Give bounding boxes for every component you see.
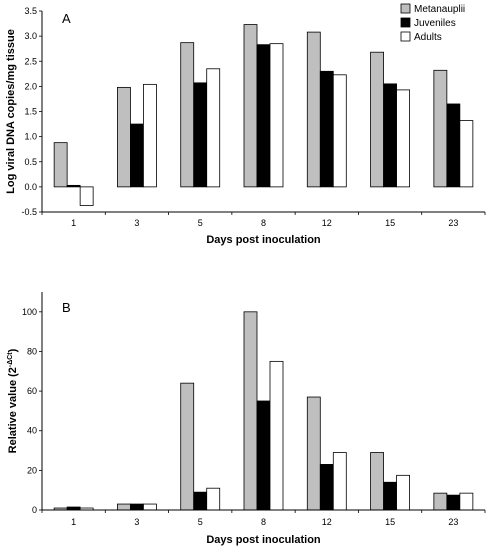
bar-juveniles-5 [193,491,208,511]
y-axis-label-main: Relative value (2 [7,367,19,453]
y-tick-label: 0.0 [24,182,37,192]
bar-adults-23 [459,120,474,188]
bar-metanauplii-8 [243,311,258,511]
bar-adults-12 [332,452,347,511]
bar-adults-8 [269,43,284,188]
legend-swatch-juveniles [400,17,411,28]
bar-adults-5 [206,68,221,188]
bar-metanauplii-12 [306,396,321,511]
bar-juveniles-3 [130,123,144,188]
bar-juveniles-12 [319,70,334,188]
y-tick-label: 1.5 [24,107,37,117]
bar-adults-5 [206,487,221,511]
x-axis-label: Days post inoculation [206,234,321,246]
bar-juveniles-15 [383,83,397,188]
legend-swatch-metanauplii [400,3,411,14]
y-tick-label: 2.0 [24,81,37,91]
legend-label-metanauplii: Metanauplii [414,4,465,15]
bar-juveniles-12 [319,464,334,511]
chart-panel-b: 1 3 5 8 12 15 23 0 20 40 60 80 100 Days post inoculat… [7,292,486,546]
y-tick-label: 80 [27,346,37,356]
x-tick-label: 5 [198,517,203,527]
bar-adults-3 [143,83,157,188]
x-tick-label: 15 [385,517,395,527]
panel-label: B [62,300,71,315]
bar-adults-15 [396,89,410,188]
chart-panel-a: 1 3 5 8 12 15 23 -0.5 0.0 0.5 1.0 1.5 2.0 2.5 3.0 3.5 Da… [5,3,486,246]
x-tick-label: 5 [198,218,203,228]
x-tick-label: 23 [448,517,458,527]
y-axis-label: Relative value (2-ΔCt) [7,348,19,453]
bar-metanauplii-5 [180,42,195,188]
y-axis-label-suffix: ) [7,348,19,352]
x-tick-label: 1 [71,517,76,527]
y-tick-label: 40 [27,426,37,436]
bar-juveniles-23 [446,103,461,188]
y-tick-label: 3.0 [24,31,37,41]
bar-adults-23 [459,492,474,511]
panel-label: A [62,11,71,26]
x-tick-label: 12 [322,218,332,228]
bar-metanauplii-3 [117,86,131,188]
bar-adults-8 [269,360,284,511]
bar-juveniles-23 [446,494,461,511]
x-tick-label: 8 [261,218,266,228]
bar-metanauplii-15 [370,452,384,511]
bar-adults-15 [396,474,410,511]
y-tick-label: 1.0 [24,132,37,142]
y-axis-label-superscript: -ΔCt [7,352,14,367]
y-tick-label: 100 [22,307,37,317]
y-tick-label: -0.5 [21,207,37,217]
bar-juveniles-8 [256,400,271,511]
legend-label-juveniles: Juveniles [414,18,456,29]
bar-metanauplii-1 [53,142,68,188]
x-tick-label: 12 [322,517,332,527]
bar-metanauplii-3 [117,503,131,511]
bar-juveniles-5 [193,82,208,188]
bar-metanauplii-15 [370,51,384,188]
bar-metanauplii-5 [180,382,195,511]
x-axis-label: Days post inoculation [206,534,321,546]
bar-juveniles-15 [383,481,397,511]
legend-label-adults: Adults [414,32,442,43]
x-tick-label: 8 [261,517,266,527]
x-tick-label: 3 [134,517,139,527]
bar-metanauplii-8 [243,24,258,188]
bar-metanauplii-12 [306,31,321,188]
bar-adults-12 [332,74,347,188]
legend-swatch-adults [400,31,411,42]
y-tick-label: 0 [32,505,37,515]
y-tick-label: 2.5 [24,56,37,66]
bar-metanauplii-23 [433,492,448,511]
x-tick-label: 23 [448,218,458,228]
y-tick-label: 0.5 [24,157,37,167]
x-tick-label: 3 [134,218,139,228]
y-tick-label: 20 [27,465,37,475]
bar-metanauplii-23 [433,69,448,188]
bar-juveniles-8 [256,44,271,188]
y-axis-label: Log viral DNA copies/mg tissue [5,29,17,194]
y-axis-label-main: Log viral DNA copies/mg tissue [5,29,17,194]
legend: Metanauplii Juveniles Adults [400,3,465,43]
x-tick-label: 1 [71,218,76,228]
bar-adults-1 [79,186,94,206]
bar-juveniles-3 [130,503,144,511]
y-tick-label: 60 [27,386,37,396]
y-tick-label: 3.5 [24,6,37,16]
bar-adults-3 [143,503,157,511]
bar-juveniles-1 [66,184,81,188]
x-tick-label: 15 [385,218,395,228]
